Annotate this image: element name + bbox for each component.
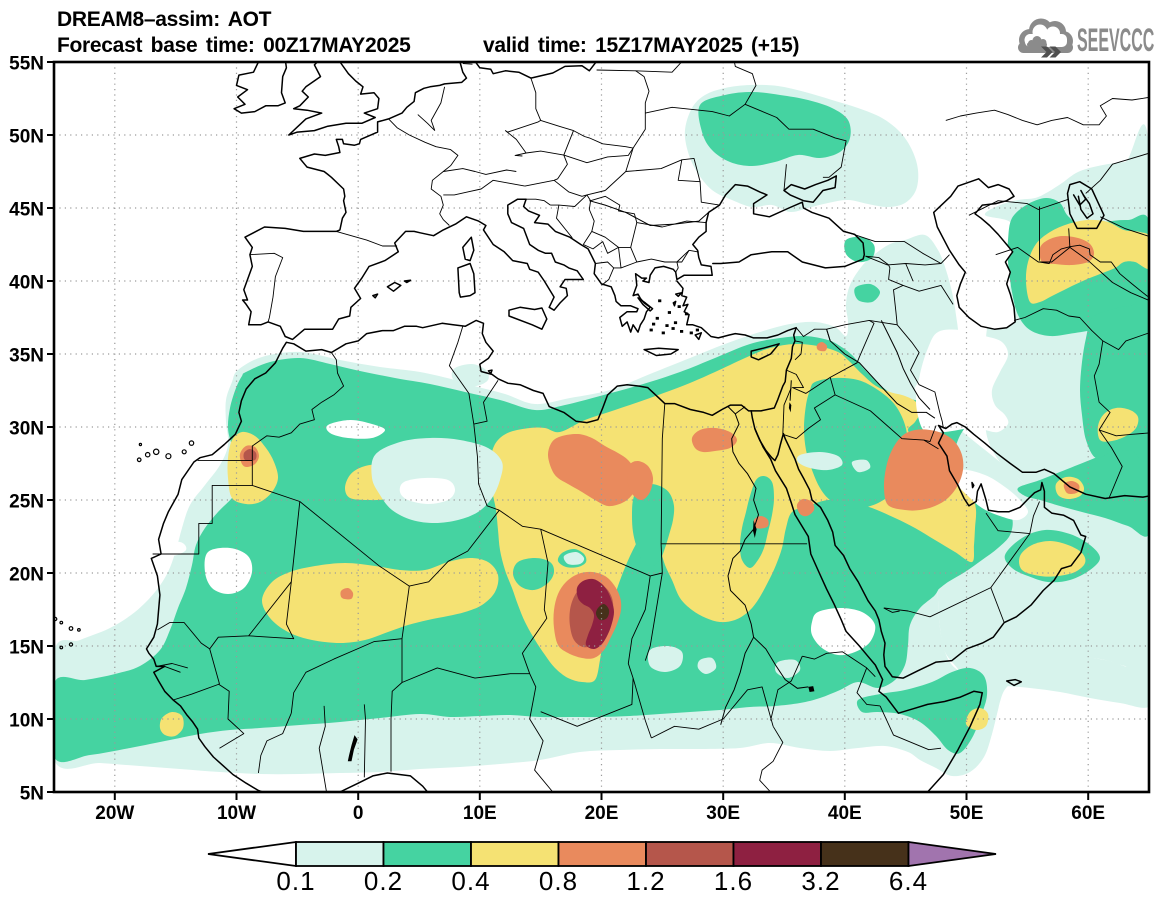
svg-text:6.4: 6.4: [889, 866, 928, 896]
svg-text:0.2: 0.2: [364, 866, 403, 896]
svg-text:10E: 10E: [463, 803, 497, 824]
svg-text:25N: 25N: [9, 492, 44, 513]
svg-text:0.8: 0.8: [539, 866, 578, 896]
svg-text:20N: 20N: [9, 565, 44, 586]
svg-text:20E: 20E: [585, 803, 619, 824]
svg-text:50E: 50E: [950, 803, 984, 824]
svg-text:0: 0: [353, 803, 364, 824]
svg-text:0.4: 0.4: [451, 866, 490, 896]
svg-text:1.2: 1.2: [626, 866, 665, 896]
svg-text:1.6: 1.6: [714, 866, 753, 896]
svg-text:SEEVCCC: SEEVCCC: [1077, 23, 1154, 58]
svg-text:10W: 10W: [217, 803, 256, 824]
svg-text:45N: 45N: [9, 200, 44, 221]
svg-text:50N: 50N: [9, 127, 44, 148]
svg-text:15N: 15N: [9, 638, 44, 659]
svg-text:40N: 40N: [9, 273, 44, 294]
svg-text:0.1: 0.1: [276, 866, 315, 896]
svg-text:55N: 55N: [9, 54, 44, 75]
svg-text:35N: 35N: [9, 346, 44, 367]
svg-text:5N: 5N: [20, 784, 44, 805]
svg-text:30N: 30N: [9, 419, 44, 440]
svg-text:20W: 20W: [95, 803, 134, 824]
svg-text:60E: 60E: [1071, 803, 1105, 824]
svg-text:30E: 30E: [706, 803, 740, 824]
svg-text:3.2: 3.2: [801, 866, 840, 896]
svg-text:40E: 40E: [828, 803, 862, 824]
svg-text:Forecast base time: 00Z17MAY20: Forecast base time: 00Z17MAY2025: [57, 34, 411, 57]
svg-text:valid time: 15Z17MAY2025 (+15): valid time: 15Z17MAY2025 (+15): [483, 34, 799, 57]
svg-text:10N: 10N: [9, 711, 44, 732]
svg-text:DREAM8–assim: AOT: DREAM8–assim: AOT: [57, 8, 272, 31]
